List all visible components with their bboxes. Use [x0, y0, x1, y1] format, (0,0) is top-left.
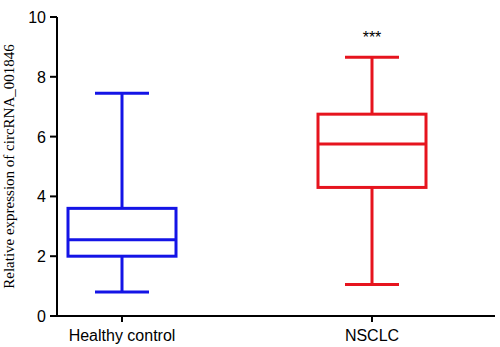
x-tick: [371, 316, 373, 322]
y-axis: [56, 17, 58, 316]
whisker-upper: [121, 93, 124, 208]
y-tick: [50, 255, 57, 257]
y-tick: [50, 76, 57, 78]
box: [318, 114, 426, 187]
whisker-cap-lower: [95, 291, 149, 294]
whisker-lower: [121, 256, 124, 292]
whisker-cap-lower: [345, 283, 399, 286]
y-tick-label: 0: [37, 308, 46, 325]
whisker-cap-upper: [345, 56, 399, 59]
box: [68, 208, 176, 256]
whisker-upper: [371, 57, 374, 114]
whisker-lower: [371, 187, 374, 284]
y-tick: [50, 315, 57, 317]
y-tick-label: 6: [37, 129, 46, 146]
annotation: ***: [363, 29, 382, 46]
y-tick-label: 10: [28, 9, 46, 26]
y-tick: [50, 136, 57, 138]
y-tick-label: 8: [37, 69, 46, 86]
y-tick-label: 4: [37, 188, 46, 205]
x-tick: [121, 316, 123, 322]
chart: 0 2 4 6 8 10 Relative expression of circRNA_00…: [0, 0, 500, 347]
y-tick: [50, 195, 57, 197]
plot-area: [68, 57, 426, 292]
x-tick-label: Healthy control: [69, 327, 176, 344]
whisker-cap-upper: [95, 92, 149, 95]
median: [68, 238, 176, 241]
y-tick: [50, 16, 57, 18]
y-tick-label: 2: [37, 248, 46, 265]
median: [318, 143, 426, 146]
y-axis-label: Relative expression of circRNA_001846: [1, 44, 17, 289]
x-tick-label: NSCLC: [345, 327, 399, 344]
